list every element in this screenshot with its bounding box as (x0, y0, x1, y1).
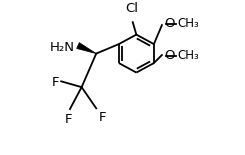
Text: Cl: Cl (125, 2, 138, 15)
Text: F: F (99, 111, 107, 124)
Text: CH₃: CH₃ (177, 17, 199, 30)
Polygon shape (77, 43, 96, 54)
Text: O: O (164, 49, 174, 62)
Text: CH₃: CH₃ (177, 49, 199, 62)
Text: O: O (164, 17, 174, 30)
Text: F: F (51, 76, 59, 89)
Text: H₂N: H₂N (50, 40, 75, 53)
Text: F: F (65, 113, 72, 126)
